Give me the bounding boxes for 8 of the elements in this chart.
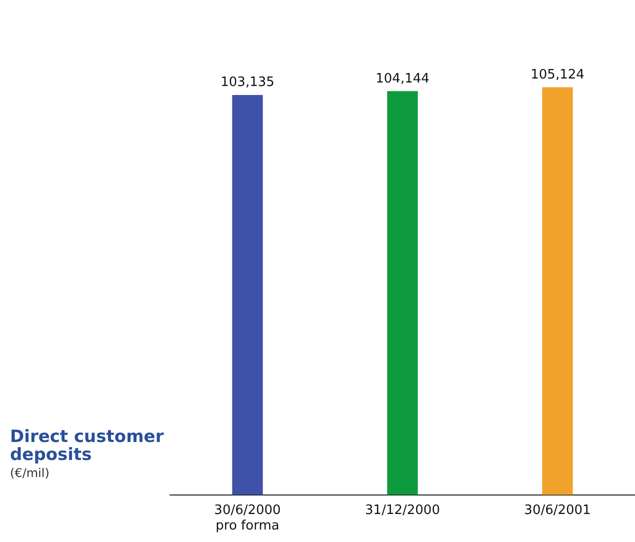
x-tick-label: 31/12/2000 (365, 502, 440, 518)
text: (€/mil) (10, 466, 50, 480)
data-label: 105,124 (530, 67, 584, 82)
data-label: 104,144 (376, 71, 430, 86)
x-tick-label: 30/6/2000 pro forma (214, 502, 281, 534)
x-tick-label: 30/6/2001 (524, 502, 591, 518)
data-label: 103,135 (220, 75, 274, 90)
text: Direct customer deposits (10, 427, 165, 465)
